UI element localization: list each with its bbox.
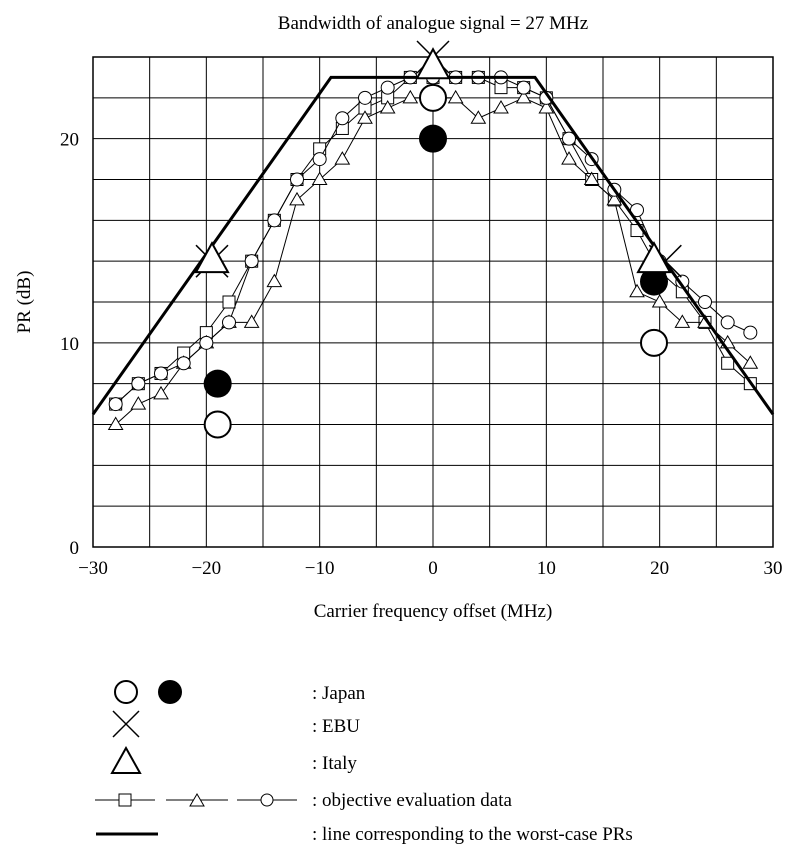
x-tick-label: 10: [537, 558, 556, 579]
data-point-triangle: [583, 171, 600, 185]
points-layer: [194, 40, 682, 439]
legend-square-icon: [118, 793, 132, 807]
italy-triangle: [636, 241, 672, 274]
data-point-circle: [516, 80, 531, 95]
legend-item-japan: : Japan: [114, 680, 366, 704]
data-point-circle: [335, 111, 350, 126]
data-point-triangle: [379, 100, 396, 114]
japan-open-circle: [419, 83, 447, 112]
data-point-circle: [176, 356, 191, 371]
data-point-triangle: [243, 314, 260, 328]
legend-item-italy: : Italy: [110, 745, 357, 774]
data-point-circle: [108, 397, 123, 412]
data-point-circle: [267, 213, 282, 228]
legend-open-circle: [114, 680, 138, 704]
data-point-circle: [743, 325, 758, 340]
data-point-triangle: [357, 110, 373, 124]
data-point-square: [721, 356, 735, 370]
chart-title: Bandwidth of analogue signal = 27 MHz: [278, 13, 588, 34]
legend-cross-icon: [112, 710, 140, 738]
data-point-circle: [380, 80, 395, 95]
data-point-triangle: [561, 151, 577, 165]
data-point-triangle: [266, 273, 283, 288]
data-point-triangle: [289, 191, 305, 206]
legend-small-circle-icon: [260, 793, 274, 807]
data-point-circle: [222, 315, 236, 330]
x-tick-label: 20: [650, 558, 669, 579]
data-point-triangle: [402, 89, 419, 104]
y-tick-label: 20: [60, 130, 79, 151]
x-axis-label: Carrier frequency offset (MHz): [314, 601, 553, 622]
data-point-triangle: [130, 396, 147, 410]
data-point-circle: [199, 335, 214, 350]
data-point-triangle: [674, 314, 691, 328]
data-point-circle: [290, 172, 304, 187]
data-point-circle: [154, 366, 168, 381]
legend-label-objective-data: : objective evaluation data: [312, 790, 513, 811]
legend-item-worst-case-line: : line corresponding to the worst-case P…: [96, 824, 633, 845]
data-point-triangle: [107, 416, 124, 430]
legend-label-italy: : Italy: [312, 753, 357, 774]
data-point-circle: [562, 131, 576, 146]
japan-open-circle: [640, 328, 668, 357]
data-point-circle: [698, 295, 712, 309]
data-point-triangle: [493, 100, 509, 114]
data-point-circle: [358, 90, 372, 105]
data-point-circle: [244, 254, 259, 269]
x-tick-label: −10: [305, 558, 335, 579]
data-point-triangle: [447, 89, 464, 104]
japan-open-circle: [203, 410, 232, 439]
italy-triangle: [415, 47, 451, 80]
legend-item-ebu: : EBU: [112, 710, 360, 738]
data-point-triangle: [470, 110, 487, 124]
data-point-triangle: [606, 191, 623, 206]
data-point-triangle: [538, 100, 555, 114]
legend-label-ebu: : EBU: [312, 716, 360, 737]
japan-filled-circle: [640, 267, 668, 296]
x-tick-label: −20: [191, 558, 221, 579]
data-point-square: [222, 295, 236, 309]
data-point-circle: [720, 315, 735, 330]
japan-filled-circle: [419, 124, 447, 153]
data-point-circle: [312, 152, 327, 167]
japan-filled-circle: [203, 369, 232, 398]
legend-label-worst-case-line: : line corresponding to the worst-case P…: [312, 824, 633, 845]
x-tick-label: 30: [764, 558, 783, 579]
legend-item-objective-data: : objective evaluation data: [95, 790, 513, 811]
legend-triangle-icon: [110, 745, 142, 774]
y-tick-label: 10: [60, 334, 79, 355]
y-tick-label: 0: [70, 538, 80, 559]
legend-filled-circle: [158, 680, 182, 704]
data-point-triangle: [334, 151, 351, 165]
legend-small-triangle-icon: [189, 793, 205, 807]
x-tick-label: 0: [428, 558, 438, 579]
data-point-triangle: [651, 294, 668, 308]
x-tick-label: −30: [78, 558, 108, 579]
data-point-circle: [131, 376, 146, 391]
data-point-triangle: [153, 385, 169, 400]
data-point-triangle: [515, 89, 532, 104]
legend: : Japan : EBU : Italy : objective evalua…: [95, 680, 633, 845]
italy-triangle: [194, 241, 230, 274]
data-point-triangle: [311, 171, 328, 185]
tick-labels: −30 −20 −10 0 10 20 30 0 10 20: [60, 130, 783, 579]
data-point-triangle: [629, 283, 645, 298]
data-point-triangle: [742, 355, 759, 369]
y-axis-label: PR (dB): [14, 271, 35, 334]
legend-label-japan: : Japan: [312, 683, 366, 704]
